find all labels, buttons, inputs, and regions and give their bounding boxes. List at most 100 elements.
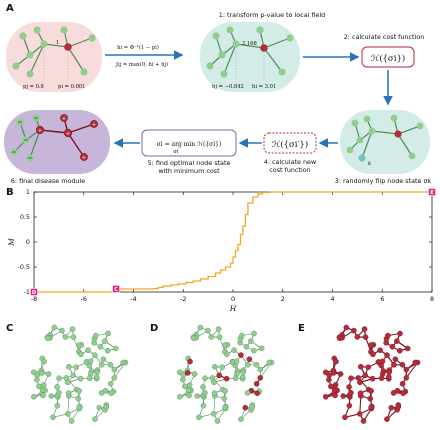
network-node: [78, 351, 84, 358]
network-node-disease: [348, 375, 354, 382]
step-1-label: 1: transform p-value to local field: [219, 11, 325, 19]
network-node: [202, 390, 208, 396]
magnetization-curve: [34, 191, 432, 293]
panel-e-letter: E: [298, 323, 305, 334]
network-node-disease: [368, 388, 374, 394]
network-node: [180, 376, 186, 383]
network-node: [105, 330, 111, 337]
network-node-disease: [332, 382, 339, 388]
network-node: [186, 382, 193, 388]
blob3-k-label: k: [368, 161, 371, 167]
step-5-label-line1: 5: find optimal node state: [148, 159, 231, 167]
network-node: [30, 369, 37, 376]
network-node: [205, 327, 211, 334]
network-node-disease: [337, 371, 344, 377]
x-tick-label: 8: [430, 295, 434, 303]
network-node-disease: [343, 324, 350, 331]
magnetization-chart: -8 -6 -4 -2 0 2 4 6 8 -1 -0.5 0 0.5 1 H M E C D: [7, 188, 436, 313]
y-tick-label: -0.5: [18, 263, 30, 271]
network-node: [38, 370, 45, 376]
network-node: [120, 359, 127, 366]
network-node-disease: [388, 404, 395, 411]
network-node: [76, 404, 82, 411]
network-node: [107, 361, 114, 368]
network-node: [186, 392, 192, 399]
network-node-disease: [394, 338, 400, 344]
network-node: [222, 342, 228, 348]
network-node: [98, 390, 105, 396]
network-node-disease: [330, 370, 337, 376]
panel-c-letter: C: [6, 323, 13, 334]
network-node: [240, 369, 246, 375]
network-panel-c: [30, 324, 129, 424]
network-node-disease: [379, 358, 386, 365]
network-node: [243, 343, 250, 350]
network-blob-3: k: [340, 110, 430, 174]
svg-text:+: +: [92, 122, 96, 128]
network-node-disease: [368, 404, 374, 411]
network-node-disease: [395, 404, 402, 410]
network-node: [191, 371, 198, 377]
network-node-disease: [412, 359, 419, 366]
network-node-disease: [326, 376, 332, 383]
network-node-disease: [399, 380, 406, 387]
network-node-disease: [332, 392, 338, 399]
network-node: [85, 347, 91, 353]
network-node: [92, 352, 98, 358]
x-tick-label: -4: [130, 295, 136, 303]
network-node: [214, 418, 221, 424]
network-node: [232, 375, 239, 382]
blob1-pj-label: pj = 0.8: [23, 84, 44, 90]
network-node-disease: [392, 356, 399, 362]
network-node: [244, 390, 251, 396]
step-6-label: 6: final disease module: [11, 177, 85, 185]
network-node-disease: [357, 390, 364, 396]
x-tick-label: 0: [231, 295, 235, 303]
x-tick-label: -8: [31, 295, 37, 303]
network-node-disease: [348, 390, 354, 396]
blob2-hj-label: hj = −0.842: [212, 84, 244, 90]
network-node-disease: [253, 380, 260, 387]
network-node-disease: [346, 402, 353, 409]
formula-coupling: Jij = max(0, hi + hj): [115, 61, 168, 68]
network-node: [94, 369, 100, 375]
network-node-disease: [356, 411, 363, 417]
network-node: [93, 332, 99, 339]
y-tick-label: 1: [26, 188, 30, 196]
network-node: [194, 393, 201, 399]
network-node: [103, 404, 110, 410]
formula-local-field: hi = Φ⁻¹(1 − pi): [117, 44, 159, 51]
network-node: [107, 380, 114, 387]
network-node: [231, 347, 237, 353]
x-tick-label: -2: [180, 295, 186, 303]
network-node: [70, 372, 77, 379]
network-node: [87, 358, 94, 365]
network-node: [185, 387, 192, 393]
network-node: [238, 416, 244, 422]
network-node: [112, 345, 119, 352]
network-node-disease: [340, 393, 347, 399]
network-node: [253, 361, 260, 368]
network-node: [70, 334, 77, 340]
step-5-label-line2: with minimum cost: [158, 167, 220, 175]
network-node: [196, 414, 202, 421]
network-node: [221, 395, 228, 402]
network-node: [239, 374, 246, 380]
network-node: [257, 366, 264, 373]
blob2-edge-weight: 2.168: [242, 41, 257, 47]
network-node-disease: [384, 352, 390, 358]
new-cost-function-formula: ℋ({σi′}): [272, 139, 308, 150]
network-node: [266, 359, 273, 366]
network-node: [50, 414, 56, 421]
network-panel-d: [176, 324, 275, 424]
network-node: [76, 342, 82, 348]
network-node-disease: [354, 334, 361, 340]
network-node-disease: [399, 361, 406, 368]
step-4-label-line1: 4: calculate new: [264, 158, 316, 166]
network-node: [100, 356, 107, 362]
network-node: [59, 327, 65, 334]
network-node: [245, 361, 251, 368]
network-edge: [213, 395, 216, 414]
network-node-disease: [386, 369, 392, 375]
network-node: [45, 371, 52, 377]
